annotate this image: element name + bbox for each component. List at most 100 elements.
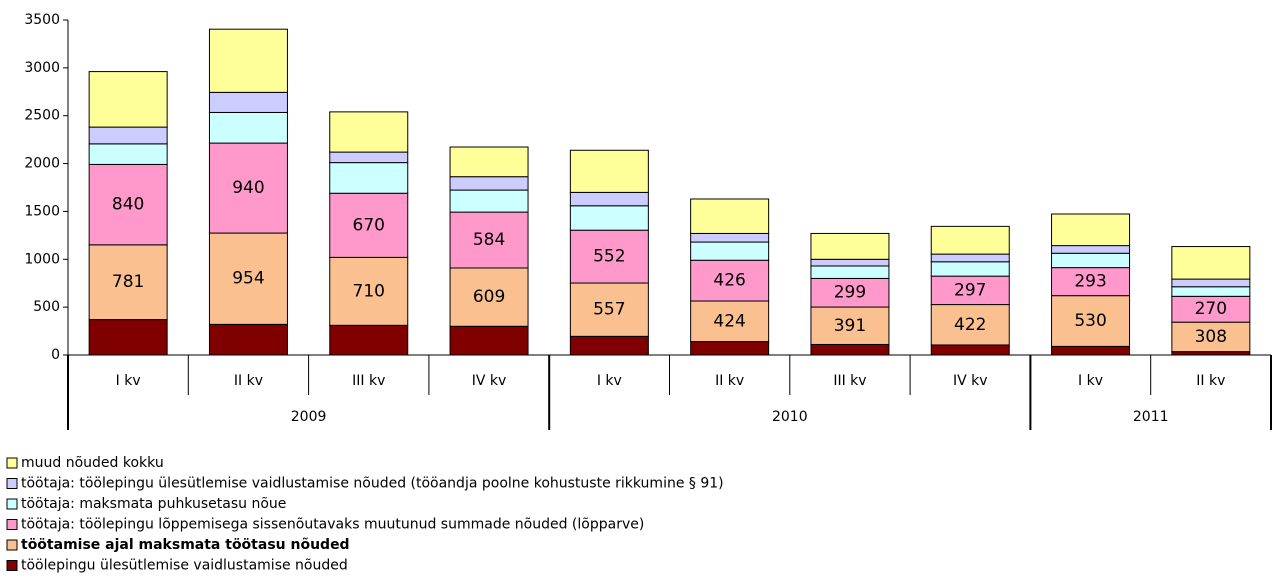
bar-segment xyxy=(810,343,890,356)
data-label: 426 xyxy=(713,271,745,291)
bar-segment xyxy=(1051,295,1131,347)
bar-segment xyxy=(810,232,890,260)
bar-segment xyxy=(1171,295,1251,323)
data-label: 391 xyxy=(834,316,866,336)
y-tick-label: 0 xyxy=(51,347,60,363)
bar-segment xyxy=(208,142,288,234)
bar-segment xyxy=(1171,278,1251,288)
bar-segment xyxy=(690,232,770,243)
bar-segment xyxy=(329,162,409,194)
bar-segment xyxy=(329,324,409,356)
data-label: 781 xyxy=(112,272,144,292)
data-label: 270 xyxy=(1195,299,1227,319)
bar-segment xyxy=(329,256,409,326)
legend-swatch xyxy=(6,539,18,551)
legend-label: töötaja: töölepingu lõppemisega sissenõu… xyxy=(21,517,644,533)
bar-segment xyxy=(569,282,649,337)
data-label: 584 xyxy=(473,230,505,250)
data-label: 308 xyxy=(1195,327,1227,347)
data-label: 670 xyxy=(353,215,385,235)
data-label: 840 xyxy=(112,195,144,215)
x-tick-label: IV kv xyxy=(472,373,507,389)
bar-segment xyxy=(1171,351,1251,356)
data-label: 940 xyxy=(232,178,264,198)
data-label: 424 xyxy=(713,311,745,331)
data-label: 557 xyxy=(593,300,625,320)
bar-segment xyxy=(930,225,1010,255)
data-label: 297 xyxy=(954,280,986,300)
bar-segment xyxy=(569,335,649,356)
legend-swatch xyxy=(6,457,18,469)
bar-segment xyxy=(208,323,288,356)
y-tick-label: 2000 xyxy=(24,156,60,172)
x-tick-label: II kv xyxy=(234,373,263,389)
bar-segment xyxy=(569,149,649,193)
group-label: 2010 xyxy=(772,409,808,425)
x-tick-label: I kv xyxy=(116,373,141,389)
bar-segment xyxy=(208,28,288,93)
data-label: 530 xyxy=(1074,311,1106,331)
bar-segment xyxy=(1051,267,1131,297)
bar-segment xyxy=(1171,246,1251,280)
legend-swatch xyxy=(6,478,18,489)
legend-swatch xyxy=(6,560,18,571)
bar-segment xyxy=(930,253,1010,263)
bar-segment xyxy=(810,258,890,267)
bar-segment xyxy=(1051,213,1131,247)
x-tick-label: III kv xyxy=(352,373,385,389)
y-tick-label: 2500 xyxy=(24,108,60,124)
bar-segment xyxy=(208,232,288,325)
bar-segment xyxy=(449,211,529,269)
y-tick-label: 1000 xyxy=(24,251,60,267)
bar-segment xyxy=(1171,286,1251,297)
bar-segment xyxy=(1051,252,1131,269)
legend-label: töötaja: töölepingu ülesütlemise vaidlus… xyxy=(21,476,724,492)
bar-segment xyxy=(930,344,1010,356)
data-label: 954 xyxy=(232,269,264,289)
bar-segment xyxy=(690,300,770,343)
x-tick-label: I kv xyxy=(1078,373,1103,389)
bar-segment xyxy=(208,91,288,113)
bar-segment xyxy=(449,325,529,356)
y-tick-label: 3500 xyxy=(24,12,60,28)
bar-segment xyxy=(88,71,168,128)
data-label: 710 xyxy=(353,281,385,301)
bar-segment xyxy=(930,261,1010,277)
bar-segment xyxy=(88,244,168,321)
bar-segment xyxy=(690,241,770,261)
bar-segment xyxy=(88,126,168,145)
bar-segment xyxy=(329,111,409,153)
x-tick-label: II kv xyxy=(715,373,744,389)
bar-segment xyxy=(1051,245,1131,254)
bar-segment xyxy=(1051,345,1131,356)
legend-label: töölepingu ülesütlemise vaidlustamise nõ… xyxy=(21,558,348,574)
x-tick-label: I kv xyxy=(597,373,622,389)
bar-segment xyxy=(88,163,168,246)
bar-segment xyxy=(88,319,168,356)
x-tick-label: II kv xyxy=(1196,373,1225,389)
x-tick-label: III kv xyxy=(833,373,866,389)
bar-segment xyxy=(690,259,770,302)
bar-segment xyxy=(449,189,529,213)
legend-label: töötaja: maksmata puhkusetasu nõue xyxy=(21,496,286,512)
legend-swatch xyxy=(6,519,18,530)
bar-segment xyxy=(690,341,770,356)
bar-segment xyxy=(329,151,409,164)
bar-segment xyxy=(569,205,649,231)
group-label: 2009 xyxy=(291,409,327,425)
data-label: 552 xyxy=(593,247,625,267)
bar-segment xyxy=(449,176,529,191)
bar-segment xyxy=(810,265,890,279)
bar-segment xyxy=(569,229,649,284)
bar-segment xyxy=(690,198,770,234)
data-label: 609 xyxy=(473,287,505,307)
bar-segment xyxy=(569,191,649,207)
y-tick-label: 1500 xyxy=(24,203,60,219)
group-label: 2011 xyxy=(1133,409,1169,425)
bar-segment xyxy=(449,146,529,178)
bar-segment xyxy=(208,111,288,144)
y-tick-label: 500 xyxy=(33,299,60,315)
data-label: 422 xyxy=(954,315,986,335)
bar-segment xyxy=(88,143,168,165)
